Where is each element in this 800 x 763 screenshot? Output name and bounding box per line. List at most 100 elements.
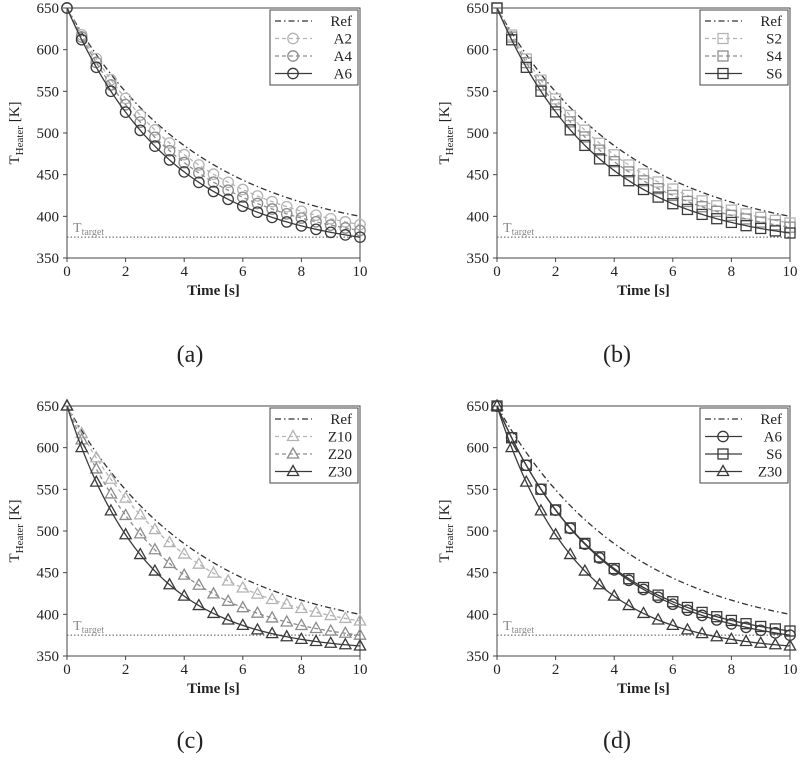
data-point-S6 <box>696 208 708 221</box>
data-point-Z10 <box>133 507 147 520</box>
data-point-Z30 <box>534 503 548 516</box>
legend-marker-Z10 <box>286 429 300 442</box>
data-point-Z30 <box>563 547 577 560</box>
y-axis-label: THeater [K] <box>437 101 456 164</box>
y-tick-label: 550 <box>37 482 60 498</box>
y-tick-label: 650 <box>37 1 60 17</box>
data-point-A2 <box>207 168 220 180</box>
data-point-S6 <box>520 61 532 73</box>
target-label: Ttarget <box>503 221 534 238</box>
data-point-A2 <box>193 159 205 171</box>
data-point-Z10 <box>162 535 177 548</box>
y-tick-label: 500 <box>467 126 490 142</box>
data-point-S6 <box>784 227 796 239</box>
data-point-Z30 <box>162 577 177 590</box>
data-point-A4 <box>149 131 161 144</box>
data-point-S6 <box>505 34 518 46</box>
x-axis-label: Time [s] <box>187 681 240 697</box>
data-point-A6 <box>222 193 234 206</box>
data-point-S6 <box>608 562 620 575</box>
y-tick-label: 600 <box>37 43 60 59</box>
x-tick-label: 2 <box>552 662 560 678</box>
data-point-A6 <box>178 166 191 178</box>
data-point-S6 <box>652 589 664 601</box>
y-axis-label-sub: Heater <box>14 126 26 156</box>
data-point-Z20 <box>294 618 309 631</box>
data-point-A6 <box>193 176 205 189</box>
data-point-A6 <box>280 216 293 228</box>
x-tick-label: 4 <box>180 264 188 280</box>
y-tick-label: 400 <box>37 607 60 623</box>
x-tick-label: 8 <box>728 662 736 678</box>
data-point-S6 <box>725 614 738 627</box>
data-point-A4 <box>339 222 352 234</box>
data-point-Z30 <box>651 612 665 625</box>
data-point-S6 <box>681 203 694 216</box>
y-tick-label: 400 <box>467 209 490 225</box>
data-point-A4 <box>75 31 88 43</box>
y-tick-label: 350 <box>467 649 490 665</box>
y-tick-label: 400 <box>37 209 60 225</box>
x-tick-label: 2 <box>122 264 130 280</box>
x-tick-label: 10 <box>353 662 368 678</box>
data-point-Z30 <box>177 588 191 601</box>
legend-label-S6: S6 <box>766 447 782 463</box>
x-tick-label: 10 <box>783 662 798 678</box>
data-point-Z30 <box>250 622 265 635</box>
x-tick-label: 2 <box>552 264 560 280</box>
target-label-main: T <box>73 619 82 634</box>
target-label-main: T <box>503 619 512 634</box>
data-point-A2 <box>236 183 249 196</box>
panel-caption: (d) <box>603 728 631 754</box>
series-line-Ref <box>66 405 361 615</box>
data-point-S6 <box>667 596 679 608</box>
target-label: Ttarget <box>73 619 104 636</box>
data-point-A2 <box>222 176 234 189</box>
data-point-Z30 <box>724 632 739 644</box>
data-point-Z30 <box>753 635 768 648</box>
legend-label-S2: S2 <box>766 32 782 48</box>
y-axis-label-unit: [K] <box>7 499 23 524</box>
data-point-S4 <box>784 221 796 233</box>
target-label-sub: target <box>512 227 535 238</box>
data-point-Z30 <box>353 638 367 651</box>
series-line-Ref <box>66 7 361 217</box>
data-point-S4 <box>623 166 635 178</box>
x-tick-label: 0 <box>63 264 71 280</box>
legend-box <box>699 9 789 86</box>
y-axis-label-unit: [K] <box>437 499 453 524</box>
data-point-S2 <box>681 189 694 201</box>
x-tick-label: 6 <box>669 662 677 678</box>
data-point-S6 <box>755 222 767 235</box>
legend-marker-Z30 <box>716 464 730 477</box>
data-point-A6 <box>295 220 308 232</box>
data-point-S6 <box>681 601 694 614</box>
data-point-S6 <box>535 85 547 97</box>
data-point-Z30 <box>206 606 221 619</box>
series-line-Ref <box>496 405 791 615</box>
data-point-A4 <box>280 207 293 220</box>
data-point-A2 <box>149 124 161 136</box>
data-point-Z30 <box>622 598 636 611</box>
y-tick-label: 450 <box>37 168 60 184</box>
data-point-S6 <box>740 220 752 232</box>
legend-label-Z10: Z10 <box>328 430 352 446</box>
data-point-Z10 <box>323 608 338 621</box>
x-tick-label: 0 <box>63 662 71 678</box>
data-point-Z10 <box>294 601 309 614</box>
legend-marker-S6 <box>717 67 729 80</box>
data-point-S4 <box>637 175 650 187</box>
data-point-Z30 <box>490 398 504 411</box>
data-point-S6 <box>667 198 679 210</box>
y-tick-label: 550 <box>467 84 490 100</box>
data-point-A2 <box>295 205 308 218</box>
series-S6 <box>491 400 796 637</box>
x-tick-label: 8 <box>298 662 306 678</box>
data-point-S6 <box>593 551 606 563</box>
data-point-Z20 <box>104 486 118 499</box>
data-point-A6 <box>266 211 278 224</box>
x-tick-label: 4 <box>180 662 188 678</box>
